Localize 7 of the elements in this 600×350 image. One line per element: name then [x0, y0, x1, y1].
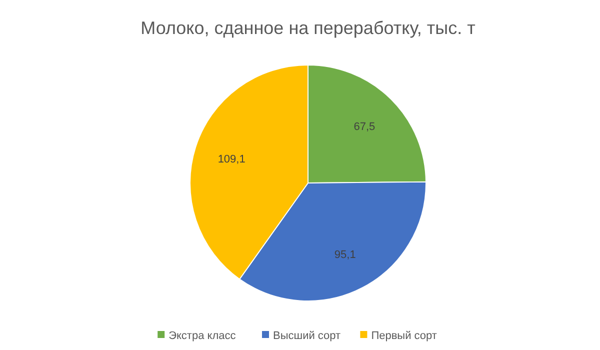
data-label: 109,1: [218, 153, 246, 166]
data-label: 67,5: [354, 120, 376, 133]
legend-label: Первый сорт: [371, 330, 437, 342]
chart-title: Молоко, сданное на переработку, тыс. т: [140, 18, 476, 38]
legend-label: Высший сорт: [273, 330, 341, 342]
data-label: 95,1: [334, 248, 356, 261]
legend-label: Экстра класс: [168, 330, 236, 342]
